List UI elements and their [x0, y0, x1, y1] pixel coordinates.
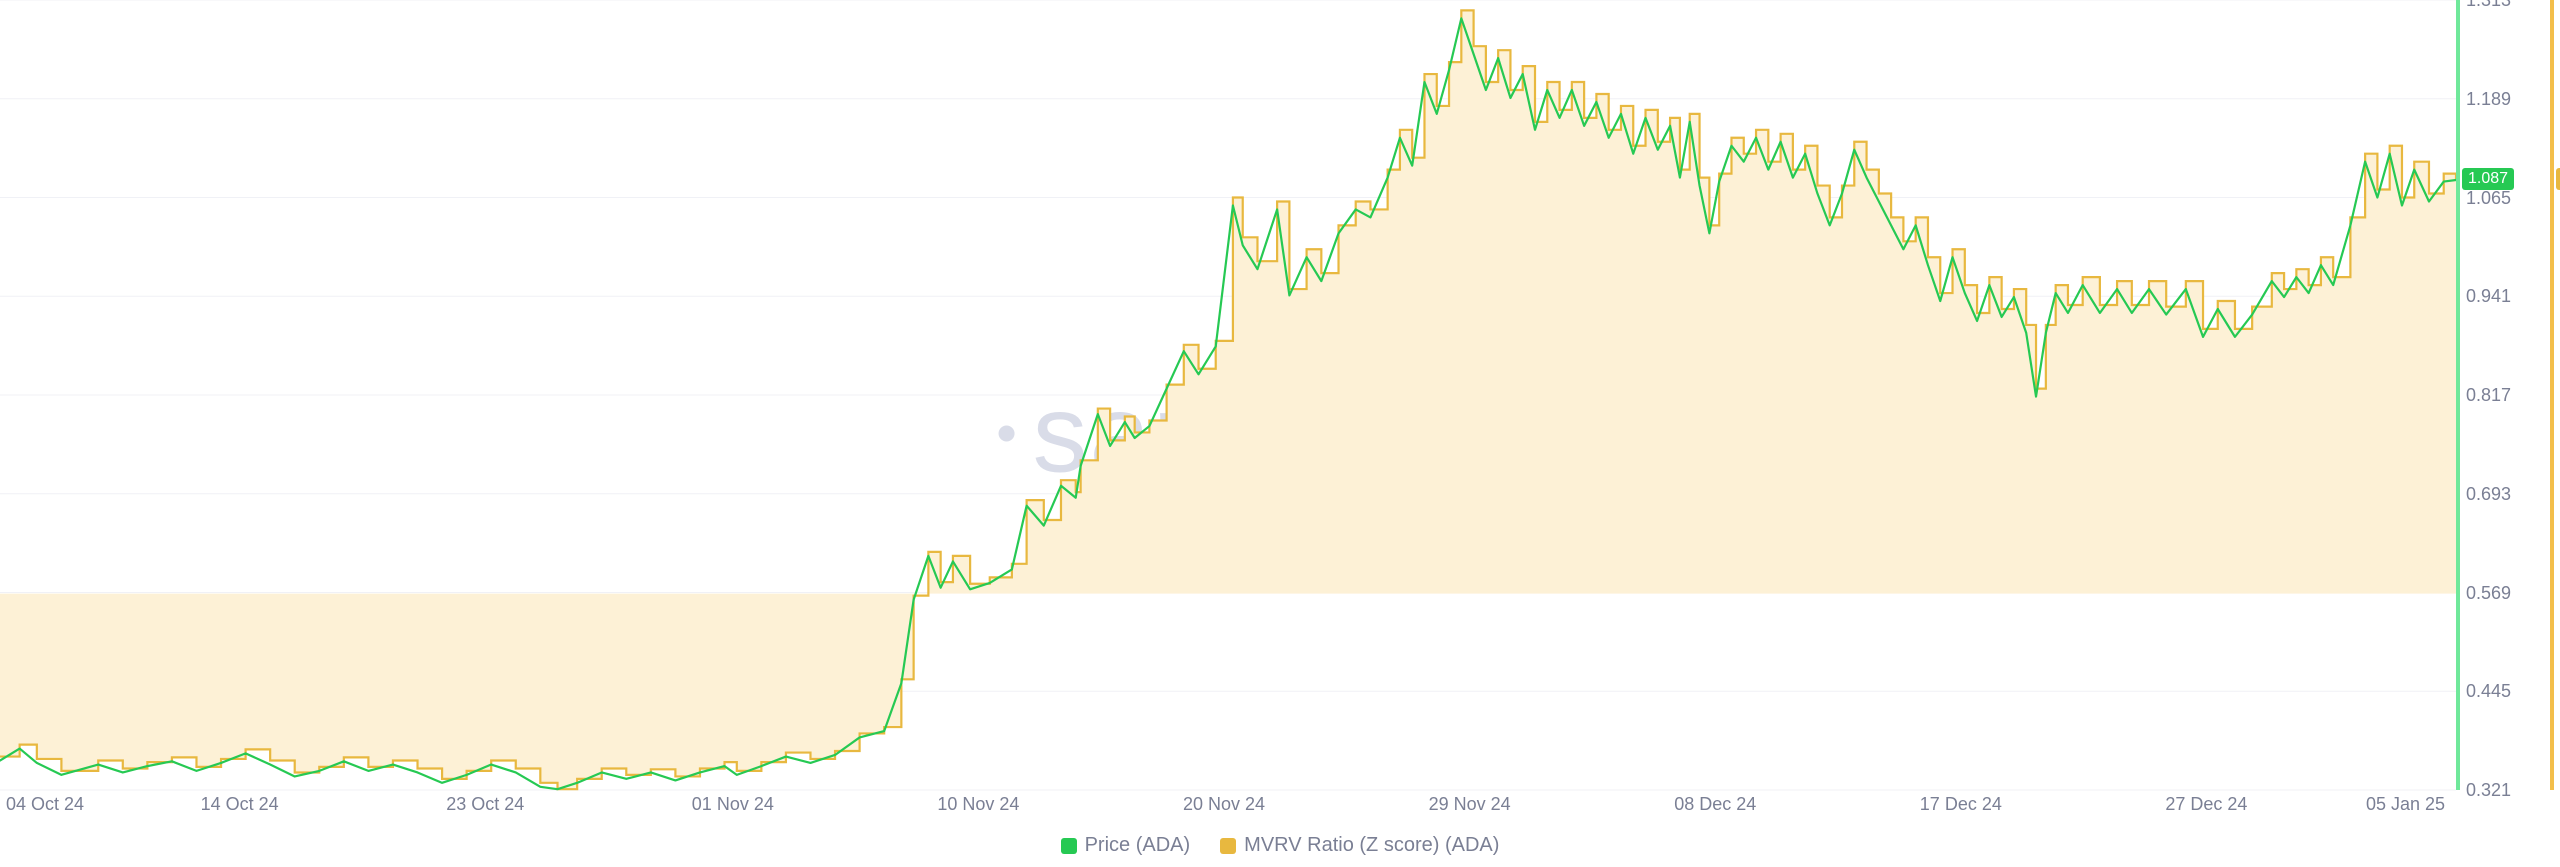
legend-item[interactable]: Price (ADA) — [1061, 834, 1191, 857]
legend-swatch — [1220, 838, 1236, 854]
x-axis-label: 01 Nov 24 — [692, 794, 774, 815]
x-axis-label: 17 Dec 24 — [1920, 794, 2002, 815]
chart-plot — [0, 0, 2560, 867]
x-axis-label: 10 Nov 24 — [937, 794, 1019, 815]
legend-label: Price (ADA) — [1085, 834, 1191, 856]
price-axis-tick: 0.445 — [2466, 681, 2511, 702]
price-current-badge: 1.087 — [2462, 168, 2514, 190]
price-axis-tick: 1.065 — [2466, 188, 2511, 209]
chart-legend: Price (ADA) MVRV Ratio (Z score) (ADA) — [0, 834, 2560, 857]
x-axis-label: 27 Dec 24 — [2165, 794, 2247, 815]
price-axis-tick: 0.941 — [2466, 286, 2511, 307]
legend-label: MVRV Ratio (Z score) (ADA) — [1244, 834, 1499, 856]
mvrv-current-badge: 1.102 — [2556, 168, 2560, 190]
price-axis-tick: 1.189 — [2466, 89, 2511, 110]
price-axis-tick: 1.313 — [2466, 0, 2511, 11]
x-axis-label: 04 Oct 24 — [6, 794, 84, 815]
price-axis-tick: 0.321 — [2466, 780, 2511, 801]
x-axis-label: 08 Dec 24 — [1674, 794, 1756, 815]
legend-swatch — [1061, 838, 1077, 854]
price-mvrv-chart: santiment 04 Oct 2414 Oct 2423 Oct 2401 … — [0, 0, 2560, 867]
price-axis-tick: 0.569 — [2466, 583, 2511, 604]
x-axis-label: 14 Oct 24 — [201, 794, 279, 815]
x-axis-label: 05 Jan 25 — [2366, 794, 2445, 815]
x-axis-label: 23 Oct 24 — [446, 794, 524, 815]
price-axis-tick: 0.817 — [2466, 385, 2511, 406]
x-axis-label: 20 Nov 24 — [1183, 794, 1265, 815]
x-axis-label: 29 Nov 24 — [1429, 794, 1511, 815]
price-axis-tick: 0.693 — [2466, 484, 2511, 505]
legend-item[interactable]: MVRV Ratio (Z score) (ADA) — [1220, 834, 1499, 857]
